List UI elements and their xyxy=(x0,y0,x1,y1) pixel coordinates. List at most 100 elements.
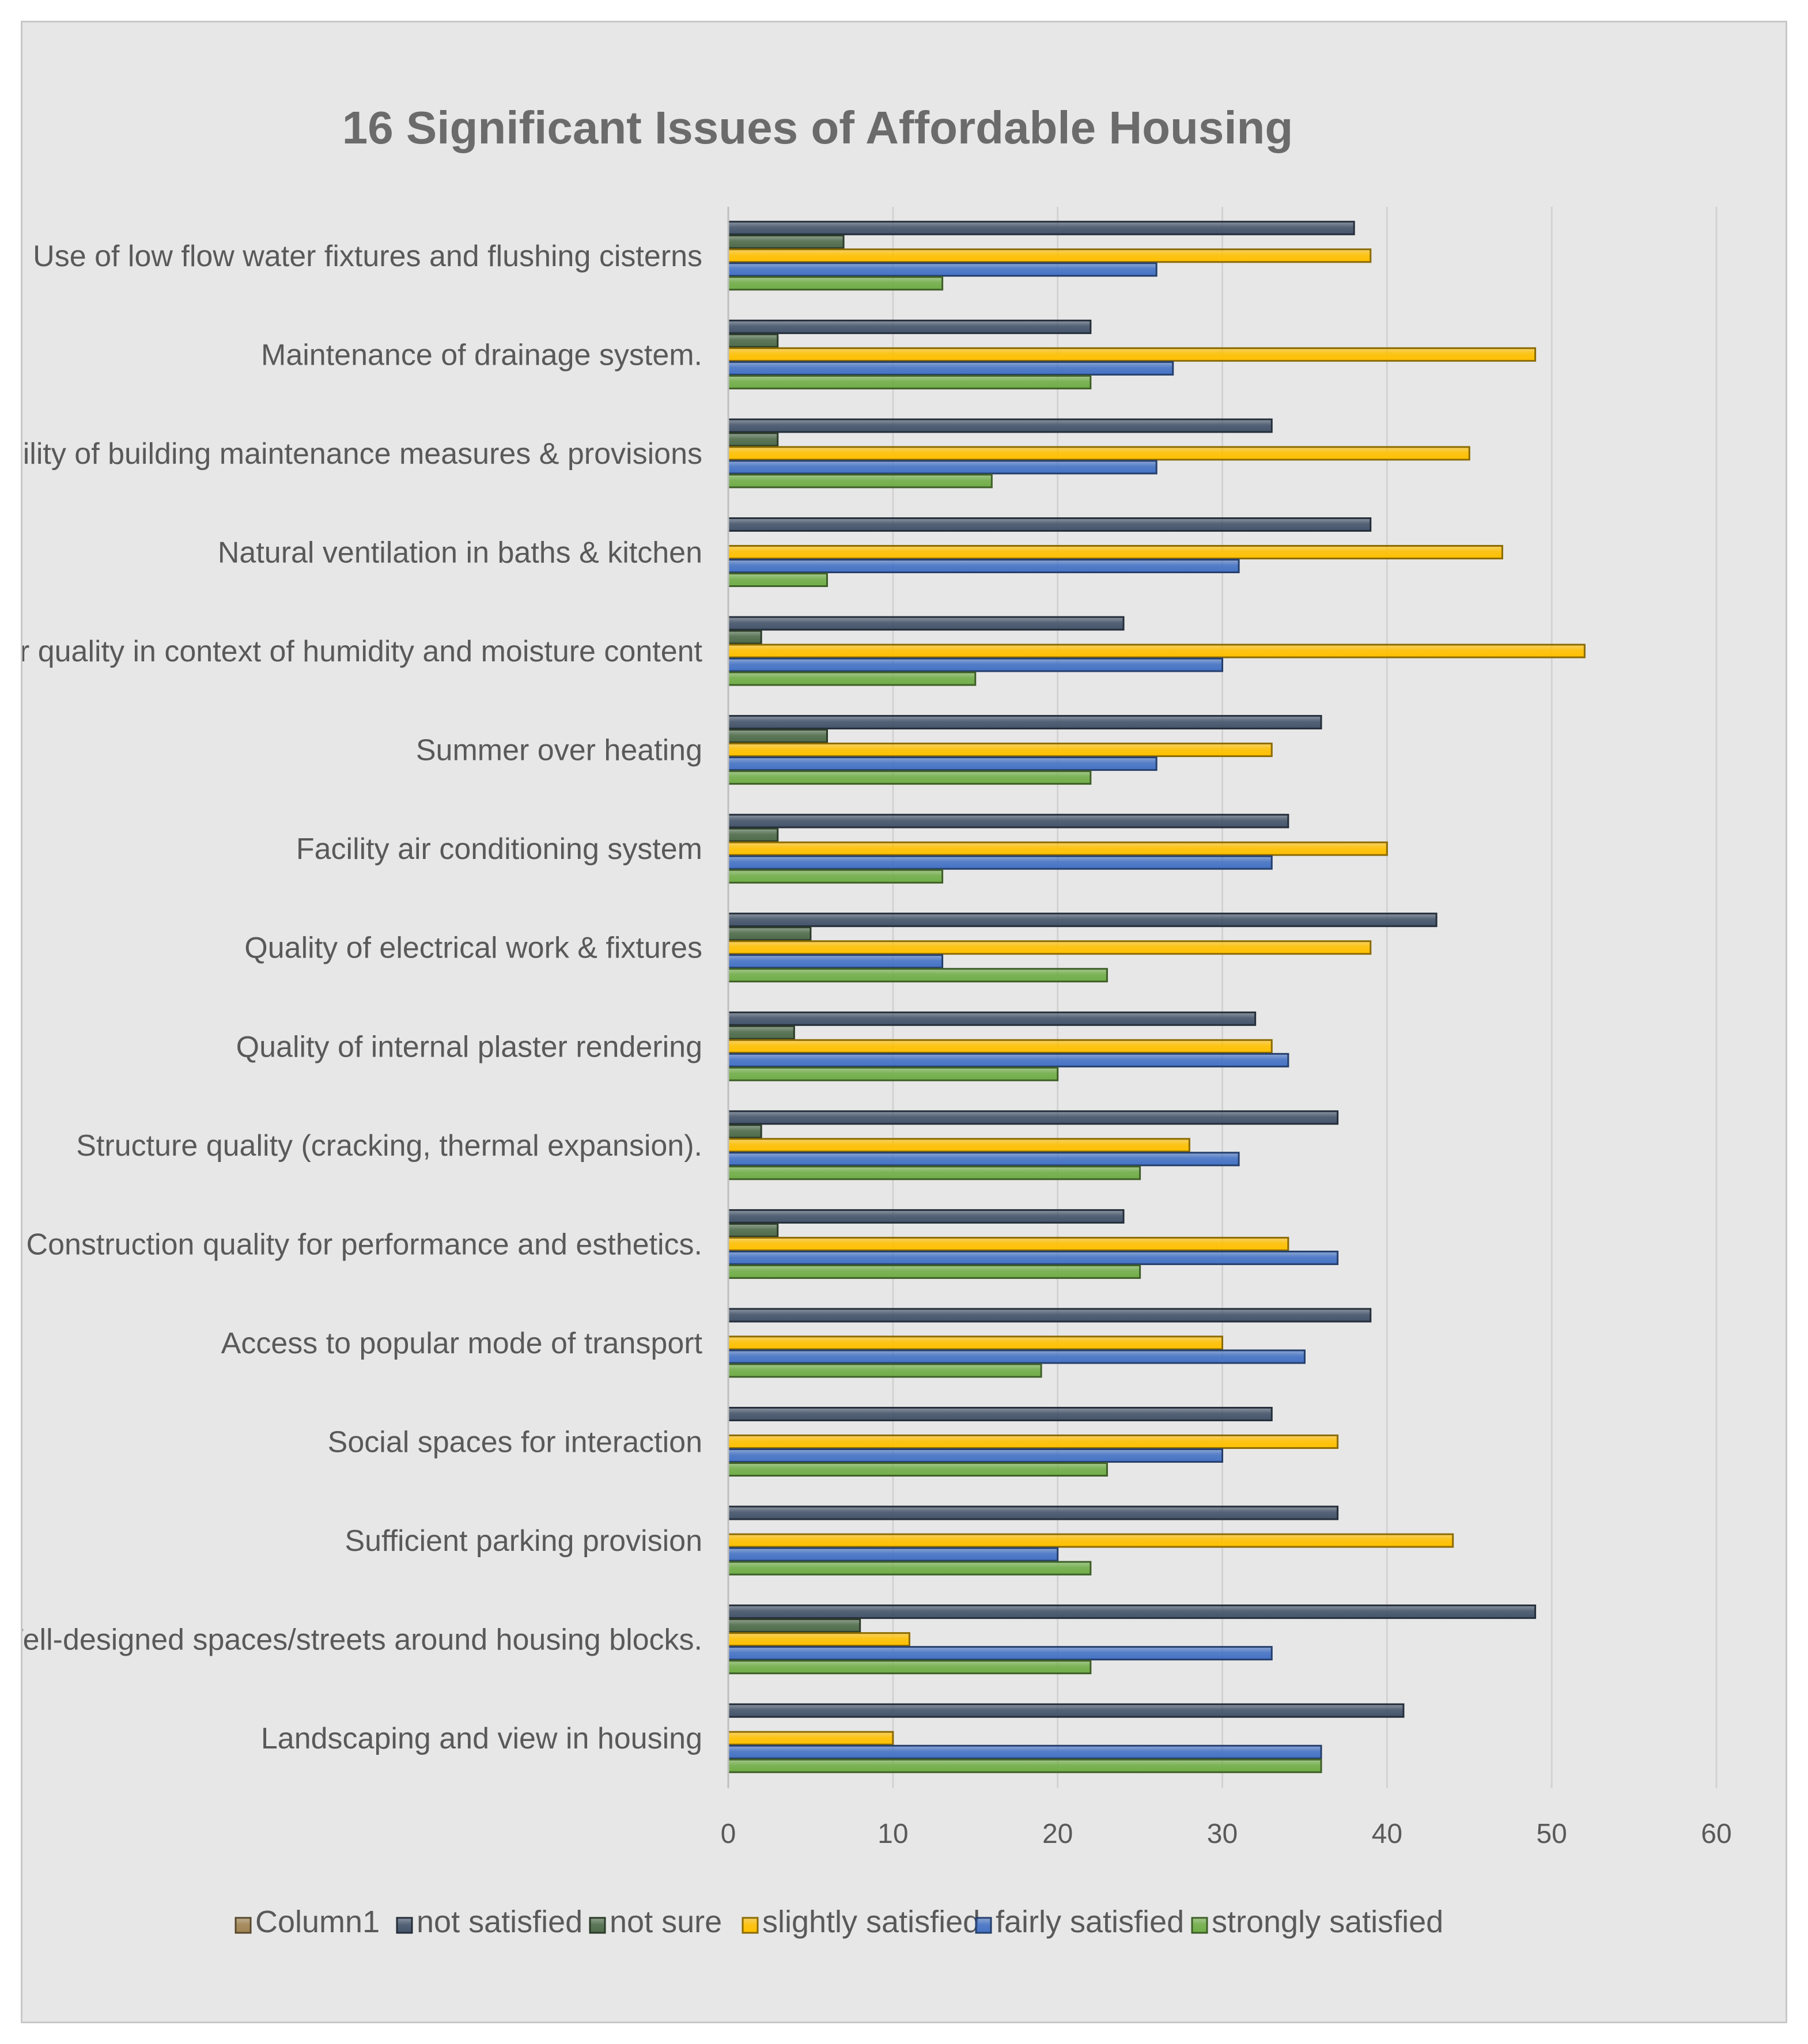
bar-not-satisfied xyxy=(727,418,1273,433)
bar-slightly-satisfied xyxy=(727,743,1273,758)
legend-label: strongly satisfied xyxy=(1212,1905,1443,1939)
bar-slightly-satisfied xyxy=(727,1335,1223,1350)
bar-not-satisfied xyxy=(727,1110,1339,1125)
bar-fairly-satisfied xyxy=(727,1250,1339,1265)
category-label: Quality of electrical work & fixtures xyxy=(244,932,702,965)
bar-strongly-satisfied xyxy=(727,1758,1322,1773)
bar-not-sure xyxy=(727,630,762,645)
x-tick-label: 40 xyxy=(1372,1819,1402,1849)
x-tick-label: 60 xyxy=(1701,1819,1731,1849)
bar-not-sure xyxy=(727,432,779,447)
bar-not-satisfied xyxy=(727,1703,1405,1718)
bar-slightly-satisfied xyxy=(727,644,1586,658)
bar-slightly-satisfied xyxy=(727,1731,894,1746)
legend-item: Column1 xyxy=(234,1905,380,1939)
bar-slightly-satisfied xyxy=(727,544,1503,559)
bar-fairly-satisfied xyxy=(727,1349,1306,1364)
bar-fairly-satisfied xyxy=(727,954,944,969)
legend-label: Column1 xyxy=(255,1905,380,1939)
bar-not-satisfied xyxy=(727,913,1438,928)
bars xyxy=(727,221,1586,1773)
category-label: Facility air conditioning system xyxy=(296,832,702,866)
bar-fairly-satisfied xyxy=(727,1053,1289,1068)
bar-strongly-satisfied xyxy=(727,1264,1141,1279)
bar-strongly-satisfied xyxy=(727,1066,1059,1081)
legend-label: not satisfied xyxy=(417,1905,583,1939)
bar-fairly-satisfied xyxy=(727,1744,1322,1759)
bar-not-satisfied xyxy=(727,517,1372,532)
bar-strongly-satisfied xyxy=(727,1561,1092,1576)
bar-not-satisfied xyxy=(727,319,1092,334)
bar-fairly-satisfied xyxy=(727,361,1174,376)
category-label: Use of low flow water fixtures and flush… xyxy=(33,240,702,273)
bar-slightly-satisfied xyxy=(727,1138,1190,1153)
bar-not-satisfied xyxy=(727,1011,1257,1026)
legend-label: not sure xyxy=(610,1905,722,1939)
bar-fairly-satisfied xyxy=(727,1646,1273,1661)
bar-not-sure xyxy=(727,1618,861,1633)
bar-fairly-satisfied xyxy=(727,460,1158,475)
bar-not-satisfied xyxy=(727,715,1322,730)
category-label: Sufficient parking provision xyxy=(345,1524,703,1558)
chart-area: 16 Significant Issues of Affordable Hous… xyxy=(21,21,1787,2023)
bar-slightly-satisfied xyxy=(727,446,1470,461)
bar-not-satisfied xyxy=(727,1604,1537,1619)
legend-label: slightly satisfied xyxy=(762,1905,980,1939)
bar-strongly-satisfied xyxy=(727,869,944,884)
bar-slightly-satisfied xyxy=(727,1533,1454,1548)
category-label: Summer over heating xyxy=(416,734,702,767)
category-label: Maintenance of drainage system. xyxy=(261,338,702,372)
category-label: Well-designed spaces/streets around hous… xyxy=(22,1623,702,1657)
category-label: Construction quality for performance and… xyxy=(27,1228,702,1261)
legend-item: strongly satisfied xyxy=(1191,1905,1443,1939)
legend-swatch xyxy=(589,1917,606,1934)
bar-slightly-satisfied xyxy=(727,841,1388,856)
bar-fairly-satisfied xyxy=(727,1152,1240,1167)
legend-swatch xyxy=(975,1917,992,1934)
bar-strongly-satisfied xyxy=(727,1165,1141,1180)
category-label: Structure quality (cracking, thermal exp… xyxy=(76,1129,702,1163)
bar-strongly-satisfied xyxy=(727,1363,1042,1378)
bar-strongly-satisfied xyxy=(727,474,993,489)
bar-fairly-satisfied xyxy=(727,756,1158,771)
x-tick-label: 50 xyxy=(1536,1819,1567,1849)
bar-strongly-satisfied xyxy=(727,968,1108,983)
x-tick-label: 30 xyxy=(1207,1819,1238,1849)
bar-not-sure xyxy=(727,1025,795,1040)
bar-slightly-satisfied xyxy=(727,347,1537,362)
bar-not-satisfied xyxy=(727,1209,1125,1224)
category-label: Availability of building maintenance mea… xyxy=(22,437,702,471)
bar-not-sure xyxy=(727,827,779,842)
bar-not-satisfied xyxy=(727,1505,1339,1520)
x-tick-label: 10 xyxy=(877,1819,908,1849)
bar-fairly-satisfied xyxy=(727,558,1240,573)
bar-not-sure xyxy=(727,234,845,249)
bar-slightly-satisfied xyxy=(727,1236,1289,1251)
bar-not-satisfied xyxy=(727,616,1125,631)
bar-chart: 16 Significant Issues of Affordable Hous… xyxy=(22,102,1732,1939)
legend-swatch xyxy=(396,1917,413,1934)
bar-not-sure xyxy=(727,1124,762,1139)
bar-slightly-satisfied xyxy=(727,940,1372,955)
bar-not-sure xyxy=(727,1222,779,1237)
x-tick-label: 20 xyxy=(1042,1819,1073,1849)
bar-strongly-satisfied xyxy=(727,671,977,686)
bar-not-satisfied xyxy=(727,1308,1372,1323)
bar-strongly-satisfied xyxy=(727,276,944,291)
bar-not-sure xyxy=(727,729,828,744)
bar-fairly-satisfied xyxy=(727,1547,1059,1562)
bar-strongly-satisfied xyxy=(727,374,1092,389)
bar-slightly-satisfied xyxy=(727,1434,1339,1449)
legend-item: fairly satisfied xyxy=(975,1905,1184,1939)
bar-fairly-satisfied xyxy=(727,855,1273,870)
category-label: Social spaces for interaction xyxy=(328,1426,702,1459)
bar-fairly-satisfied xyxy=(727,262,1158,277)
bar-strongly-satisfied xyxy=(727,572,828,587)
bar-not-satisfied xyxy=(727,813,1289,828)
category-labels: Use of low flow water fixtures and flush… xyxy=(22,240,703,1755)
chart-title: 16 Significant Issues of Affordable Hous… xyxy=(342,102,1293,153)
category-label: Natural ventilation in baths & kitchen xyxy=(218,536,702,569)
bar-fairly-satisfied xyxy=(727,1448,1223,1463)
bar-not-sure xyxy=(727,333,779,348)
axes: 0 10 20 30 40 50 60 xyxy=(721,207,1732,1849)
